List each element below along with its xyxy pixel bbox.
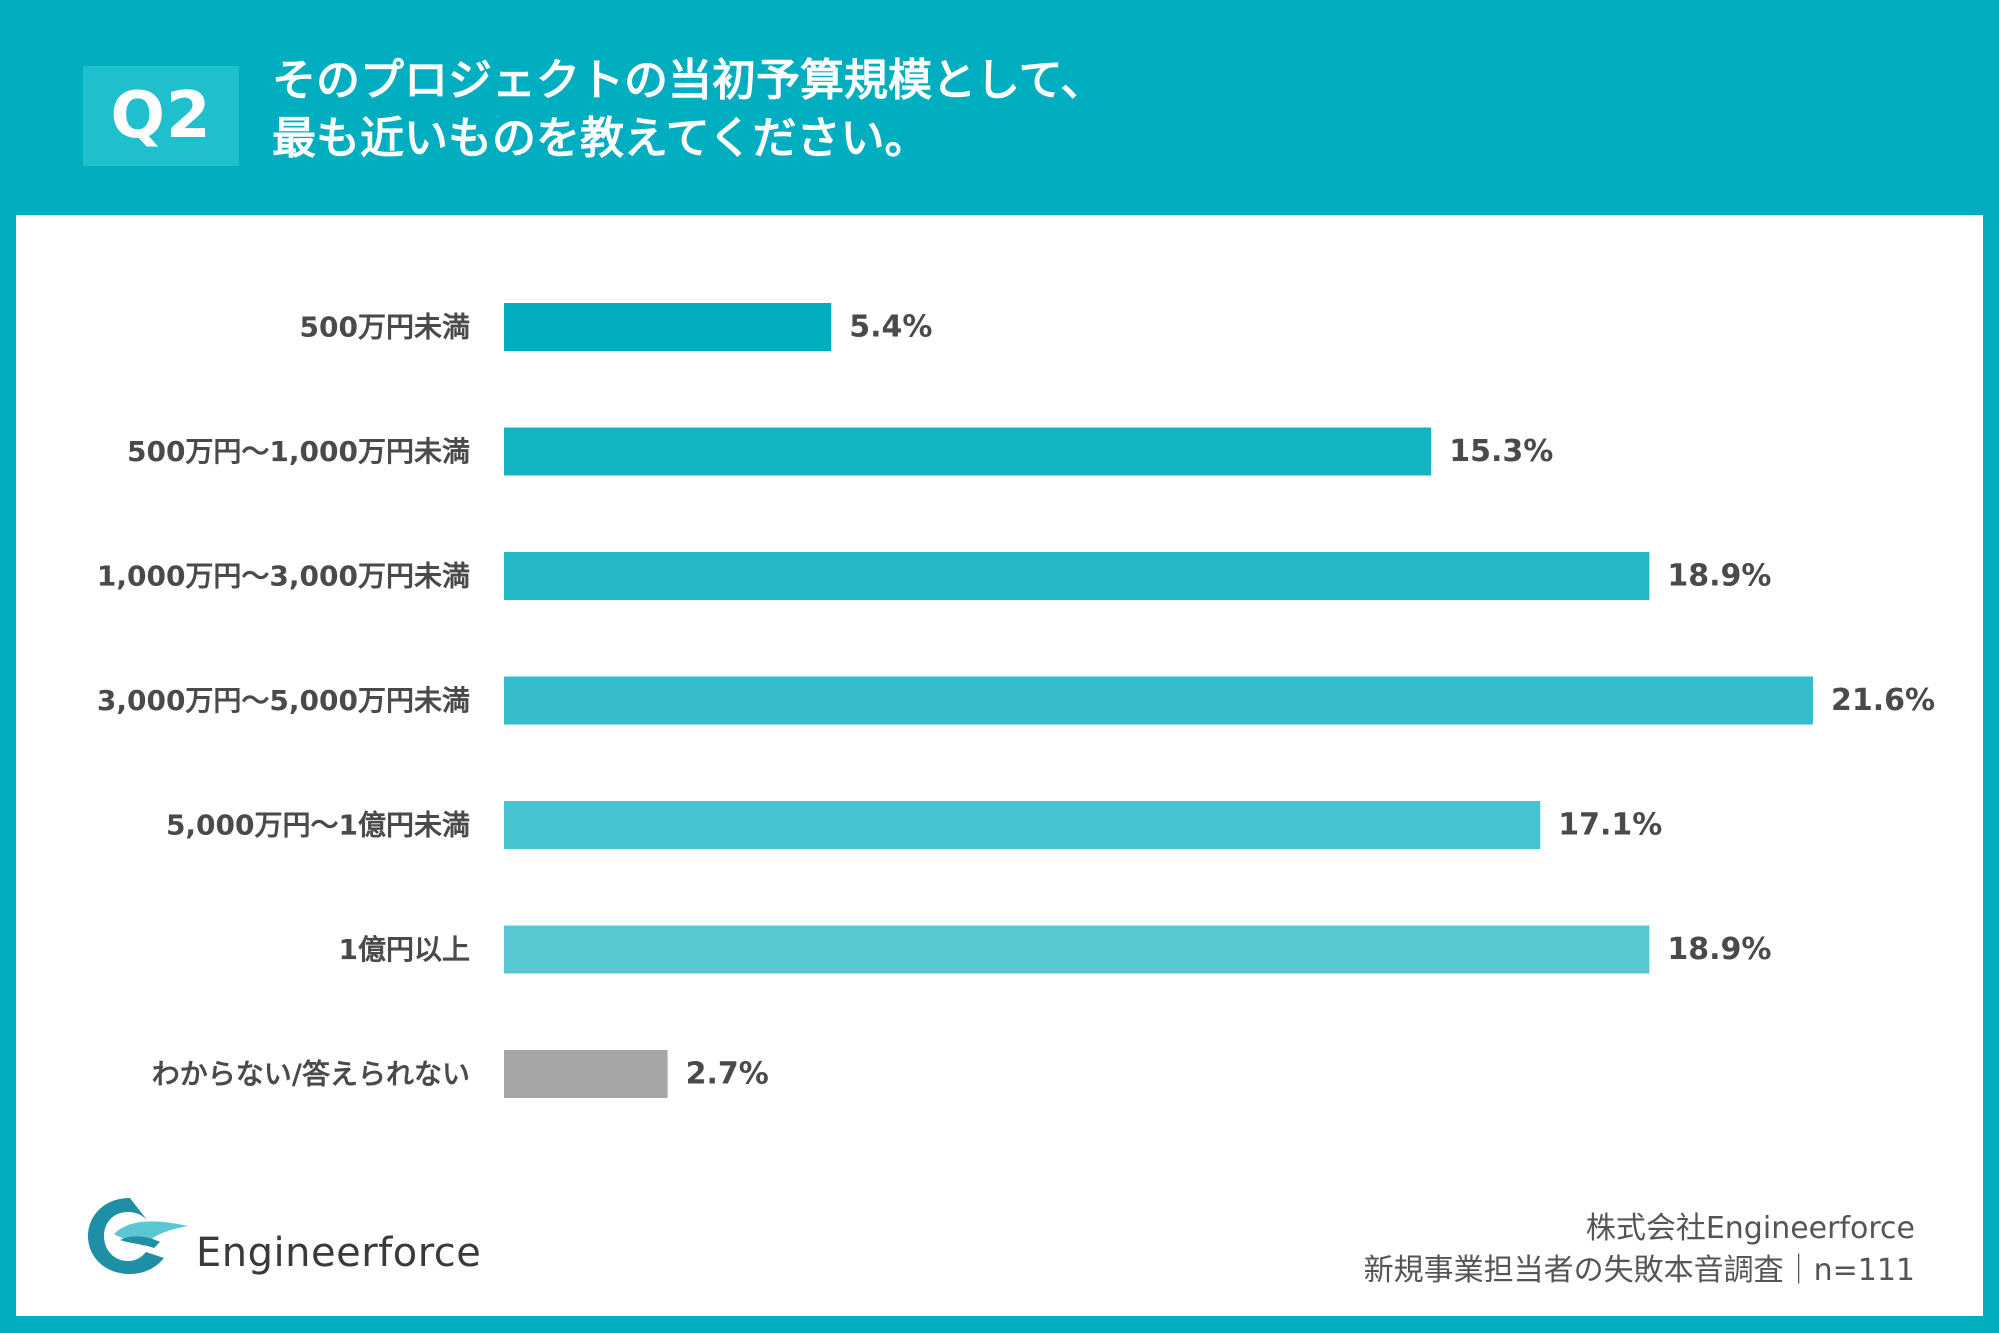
category-label: 1億円以上 [339,933,470,966]
bar [504,925,1650,974]
category-label: 500万円〜1,000万円未満 [127,435,470,468]
category-label: 5,000万円〜1億円未満 [166,809,470,842]
value-label: 17.1% [1558,808,1662,843]
brand-name: Engineerforce [196,1230,482,1276]
bar [504,552,1650,600]
question-line-2: 最も近いものを教えてください。 [272,113,929,164]
value-label: 18.9% [1667,932,1771,967]
value-label: 15.3% [1449,434,1553,469]
bird-logo-icon [88,1198,188,1274]
category-label: 3,000万円〜5,000万円未満 [97,684,470,717]
value-label: 18.9% [1667,559,1771,594]
bar [504,1050,668,1098]
category-label: わからない/答えられない [152,1058,470,1091]
bar [504,427,1432,476]
category-label: 500万円未満 [300,311,470,344]
bar-chart: 500万円未満 5.4% 500万円〜1,000万円未満 15.3% 1,000万円〜3… [97,303,1935,1098]
company-name: 株式会社Engineerforce [1585,1211,1915,1246]
question-title: そのプロジェクトの当初予算規模として、 最も近いものを教えてください。 [272,52,1772,168]
value-label: 21.6% [1831,683,1935,718]
credits: 株式会社Engineerforce 新規事業担当者の失敗本音調査｜n=111 [1364,1208,1915,1292]
chart-panel: 500万円未満 5.4% 500万円〜1,000万円未満 15.3% 1,000万円〜3… [16,215,1983,1316]
category-label: 1,000万円〜3,000万円未満 [97,560,470,593]
question-badge: Q2 [83,66,239,166]
value-label: 5.4% [849,310,932,345]
bar [504,676,1813,725]
question-line-1: そのプロジェクトの当初予算規模として、 [272,55,1105,106]
survey-note: 新規事業担当者の失敗本音調査｜n=111 [1363,1253,1915,1288]
bar [504,801,1541,849]
value-label: 2.7% [686,1057,769,1092]
bar [504,303,832,351]
